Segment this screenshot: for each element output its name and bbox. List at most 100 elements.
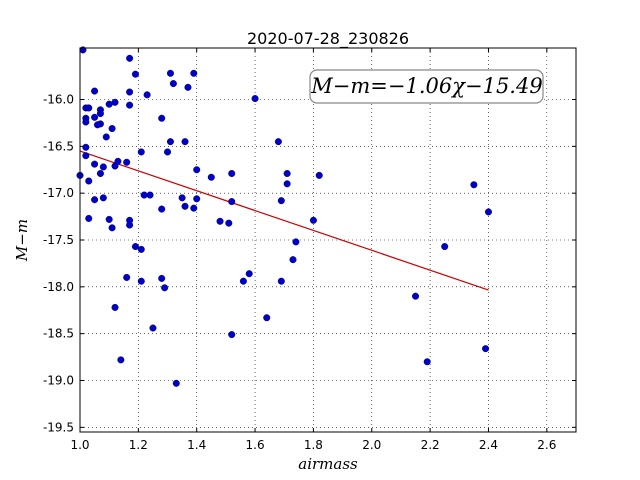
data-point (85, 105, 92, 112)
data-point (164, 149, 171, 156)
data-point (182, 203, 189, 210)
y-tick-label: -16.5 (43, 139, 74, 153)
y-tick-label: -19.5 (43, 420, 74, 434)
data-point (144, 92, 151, 99)
data-point (118, 357, 125, 364)
data-point (293, 239, 300, 246)
y-tick-label: -19.0 (43, 373, 74, 387)
data-point (100, 164, 107, 171)
data-point (240, 278, 247, 285)
data-point (185, 84, 192, 91)
data-point (284, 170, 291, 177)
data-point (91, 196, 98, 203)
data-point (167, 138, 174, 145)
data-point (150, 325, 157, 332)
data-point (123, 159, 130, 166)
data-point (179, 195, 186, 202)
data-point (158, 115, 165, 122)
y-tick-label: -17.0 (43, 186, 74, 200)
data-point (441, 243, 448, 250)
data-point (103, 134, 110, 141)
data-point (158, 206, 165, 213)
x-tick-label: 1.2 (129, 438, 148, 452)
data-point (94, 122, 101, 129)
x-tick-label: 1.4 (187, 438, 206, 452)
x-tick-label: 1.0 (70, 438, 89, 452)
data-point (161, 284, 168, 291)
y-axis-label: M−m (13, 219, 31, 262)
data-point (83, 144, 90, 151)
data-point (126, 55, 133, 62)
x-tick-label: 1.8 (304, 438, 323, 452)
data-point (100, 195, 107, 202)
data-point (226, 220, 233, 227)
data-point (482, 345, 489, 352)
data-point (190, 205, 197, 212)
data-point (83, 152, 90, 159)
data-point (228, 331, 235, 338)
data-point (310, 217, 317, 224)
data-point (284, 181, 291, 188)
data-point (316, 172, 323, 179)
data-point (158, 275, 165, 282)
data-point (138, 278, 145, 285)
data-point (85, 178, 92, 185)
data-point (112, 99, 119, 106)
data-point (132, 243, 139, 250)
data-point (275, 138, 282, 145)
data-point (228, 198, 235, 205)
y-tick-label: -18.0 (43, 280, 74, 294)
data-point (97, 170, 104, 177)
data-point (106, 216, 113, 223)
gridlines (80, 48, 576, 432)
chart-title: 2020-07-28_230826 (247, 29, 409, 49)
x-tick-label: 2.2 (421, 438, 440, 452)
data-point (217, 218, 224, 225)
data-point (97, 110, 104, 117)
x-axis-label: airmass (298, 455, 358, 473)
data-point (138, 149, 145, 156)
data-point (290, 256, 297, 263)
data-point (91, 161, 98, 168)
data-point (109, 125, 116, 132)
data-point (193, 195, 200, 202)
y-tick-label: -16.0 (43, 93, 74, 107)
data-point (106, 101, 113, 108)
y-tick-label: -17.5 (43, 233, 74, 247)
data-point (424, 358, 431, 365)
data-point (83, 119, 90, 126)
data-point (167, 70, 174, 77)
data-point (170, 80, 177, 87)
data-point (208, 174, 215, 181)
data-point (91, 88, 98, 95)
data-point (173, 380, 180, 387)
data-point (182, 138, 189, 145)
x-tick-label: 2.4 (479, 438, 498, 452)
data-point (246, 270, 253, 277)
data-point (141, 192, 148, 199)
data-point (278, 197, 285, 204)
x-tick-label: 2.6 (537, 438, 556, 452)
data-point (263, 314, 270, 321)
equation-annotation: M−m=−1.06χ−15.49 (310, 74, 542, 98)
data-point (132, 71, 139, 78)
data-point (485, 209, 492, 216)
equation-annotation-box: M−m=−1.06χ−15.49 (310, 70, 543, 103)
data-point (126, 102, 133, 109)
data-point (112, 304, 119, 311)
data-point (252, 95, 259, 102)
y-tick-label: -18.5 (43, 327, 74, 341)
data-point (126, 222, 133, 229)
data-point (91, 114, 98, 121)
data-point (85, 215, 92, 222)
data-point (278, 278, 285, 285)
data-point (126, 89, 133, 96)
data-point (228, 170, 235, 177)
data-point (147, 192, 154, 199)
data-point (412, 293, 419, 300)
y-axis-ticks: -16.0 -16.5 -17.0 -17.5 -18.0 -18.5 -19.0 -19.5 (43, 93, 576, 435)
data-point (109, 225, 116, 232)
x-tick-label: 1.6 (246, 438, 265, 452)
data-point (190, 70, 197, 77)
